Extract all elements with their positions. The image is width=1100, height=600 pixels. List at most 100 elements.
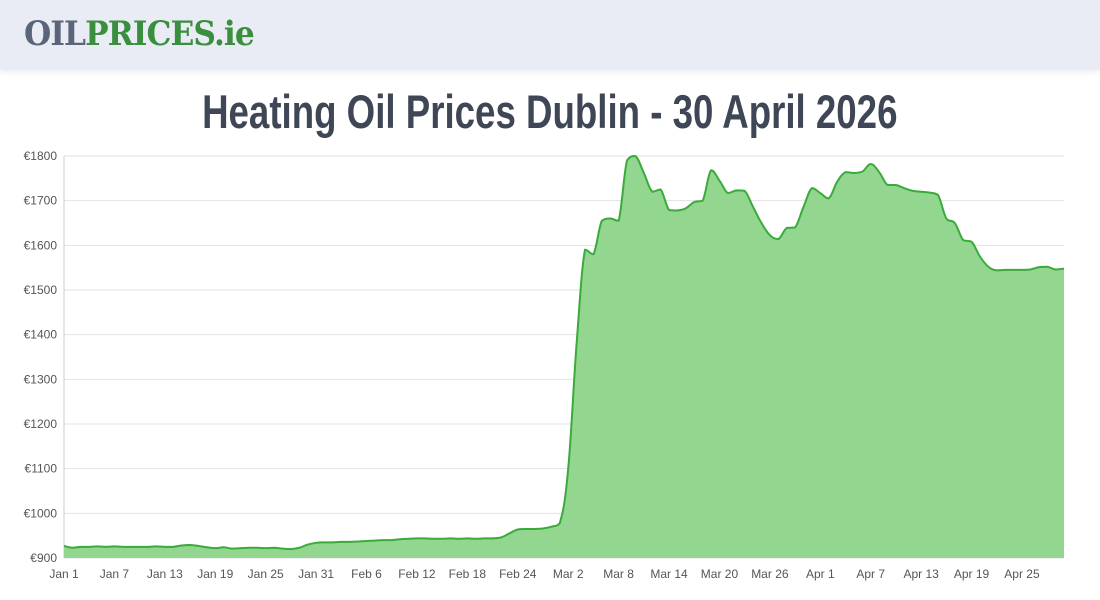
y-tick-label: €1000: [24, 506, 58, 520]
data-point: [742, 188, 748, 194]
data-point: [750, 204, 756, 210]
data-point: [666, 207, 672, 213]
data-point: [103, 544, 109, 550]
x-tick-label: Jan 13: [147, 567, 183, 581]
data-point: [120, 544, 126, 550]
data-point: [532, 526, 538, 532]
data-point: [515, 526, 521, 532]
data-point: [1053, 266, 1059, 272]
data-point: [868, 161, 874, 167]
data-point: [708, 167, 714, 173]
x-tick-label: Apr 13: [903, 567, 939, 581]
x-tick-label: Apr 7: [856, 567, 885, 581]
data-point: [179, 542, 185, 548]
data-point: [826, 195, 832, 201]
data-point: [86, 544, 92, 550]
data-point: [170, 544, 176, 550]
y-tick-label: €1400: [24, 328, 58, 342]
x-tick-label: Apr 19: [954, 567, 990, 581]
data-point: [859, 169, 865, 175]
data-point: [649, 189, 655, 195]
y-tick-label: €1500: [24, 283, 58, 297]
data-point: [784, 225, 790, 231]
x-tick-label: Apr 1: [806, 567, 835, 581]
data-point: [95, 543, 101, 549]
y-tick-label: €1700: [24, 194, 58, 208]
data-point: [221, 544, 227, 550]
data-point: [237, 545, 243, 551]
x-tick-label: Feb 12: [398, 567, 436, 581]
area-fill: [64, 156, 1064, 558]
data-point: [1027, 266, 1033, 272]
data-point: [111, 543, 117, 549]
data-point: [716, 178, 722, 184]
data-point: [792, 224, 798, 230]
x-tick-label: Mar 20: [701, 567, 739, 581]
x-tick-label: Feb 6: [351, 567, 382, 581]
data-point: [935, 192, 941, 198]
x-tick-label: Jan 25: [248, 567, 284, 581]
data-point: [380, 537, 386, 543]
data-point: [843, 169, 849, 175]
data-point: [406, 536, 412, 542]
data-point: [481, 535, 487, 541]
data-point: [229, 546, 235, 552]
site-logo[interactable]: OILPRICES.ie: [24, 14, 255, 54]
data-point: [279, 546, 285, 552]
data-point: [910, 188, 916, 194]
data-point: [347, 539, 353, 545]
data-point: [691, 199, 697, 205]
x-tick-label: Apr 25: [1004, 567, 1040, 581]
data-point: [78, 544, 84, 550]
data-point: [288, 546, 294, 552]
data-point: [338, 539, 344, 545]
data-point: [506, 530, 512, 536]
data-point: [624, 157, 630, 163]
data-point: [456, 536, 462, 542]
y-tick-label: €1200: [24, 417, 58, 431]
data-point: [296, 545, 302, 551]
data-point: [61, 543, 67, 549]
x-tick-label: Feb 24: [499, 567, 537, 581]
data-point: [498, 534, 504, 540]
data-point: [758, 220, 764, 226]
site-header: OILPRICES.ie: [0, 0, 1100, 70]
x-tick-label: Jan 31: [298, 567, 334, 581]
data-point: [901, 185, 907, 191]
data-point: [599, 218, 605, 224]
x-tick-label: Mar 8: [603, 567, 634, 581]
data-point: [616, 218, 622, 224]
y-tick-label: €1300: [24, 372, 58, 386]
data-point: [893, 182, 899, 188]
data-point: [1019, 267, 1025, 273]
x-tick-label: Jan 7: [100, 567, 130, 581]
data-point: [582, 247, 588, 253]
data-point: [885, 182, 891, 188]
data-point: [448, 535, 454, 541]
data-point: [817, 190, 823, 196]
data-point: [355, 538, 361, 544]
data-point: [153, 543, 159, 549]
data-point: [683, 205, 689, 211]
data-point: [431, 536, 437, 542]
data-point: [439, 536, 445, 542]
data-point: [767, 232, 773, 238]
data-point: [876, 169, 882, 175]
data-point: [800, 204, 806, 210]
data-point: [1044, 264, 1050, 270]
data-point: [137, 544, 143, 550]
data-point: [128, 544, 134, 550]
y-tick-label: €1800: [24, 149, 58, 163]
data-point: [977, 254, 983, 260]
data-point: [574, 341, 580, 347]
data-point: [212, 545, 218, 551]
data-point: [523, 526, 529, 532]
data-point: [322, 539, 328, 545]
data-point: [195, 543, 201, 549]
data-point: [414, 535, 420, 541]
data-point: [725, 190, 731, 196]
data-point: [1011, 267, 1017, 273]
data-point: [548, 524, 554, 530]
data-point: [834, 179, 840, 185]
price-line: [63, 154, 1065, 551]
